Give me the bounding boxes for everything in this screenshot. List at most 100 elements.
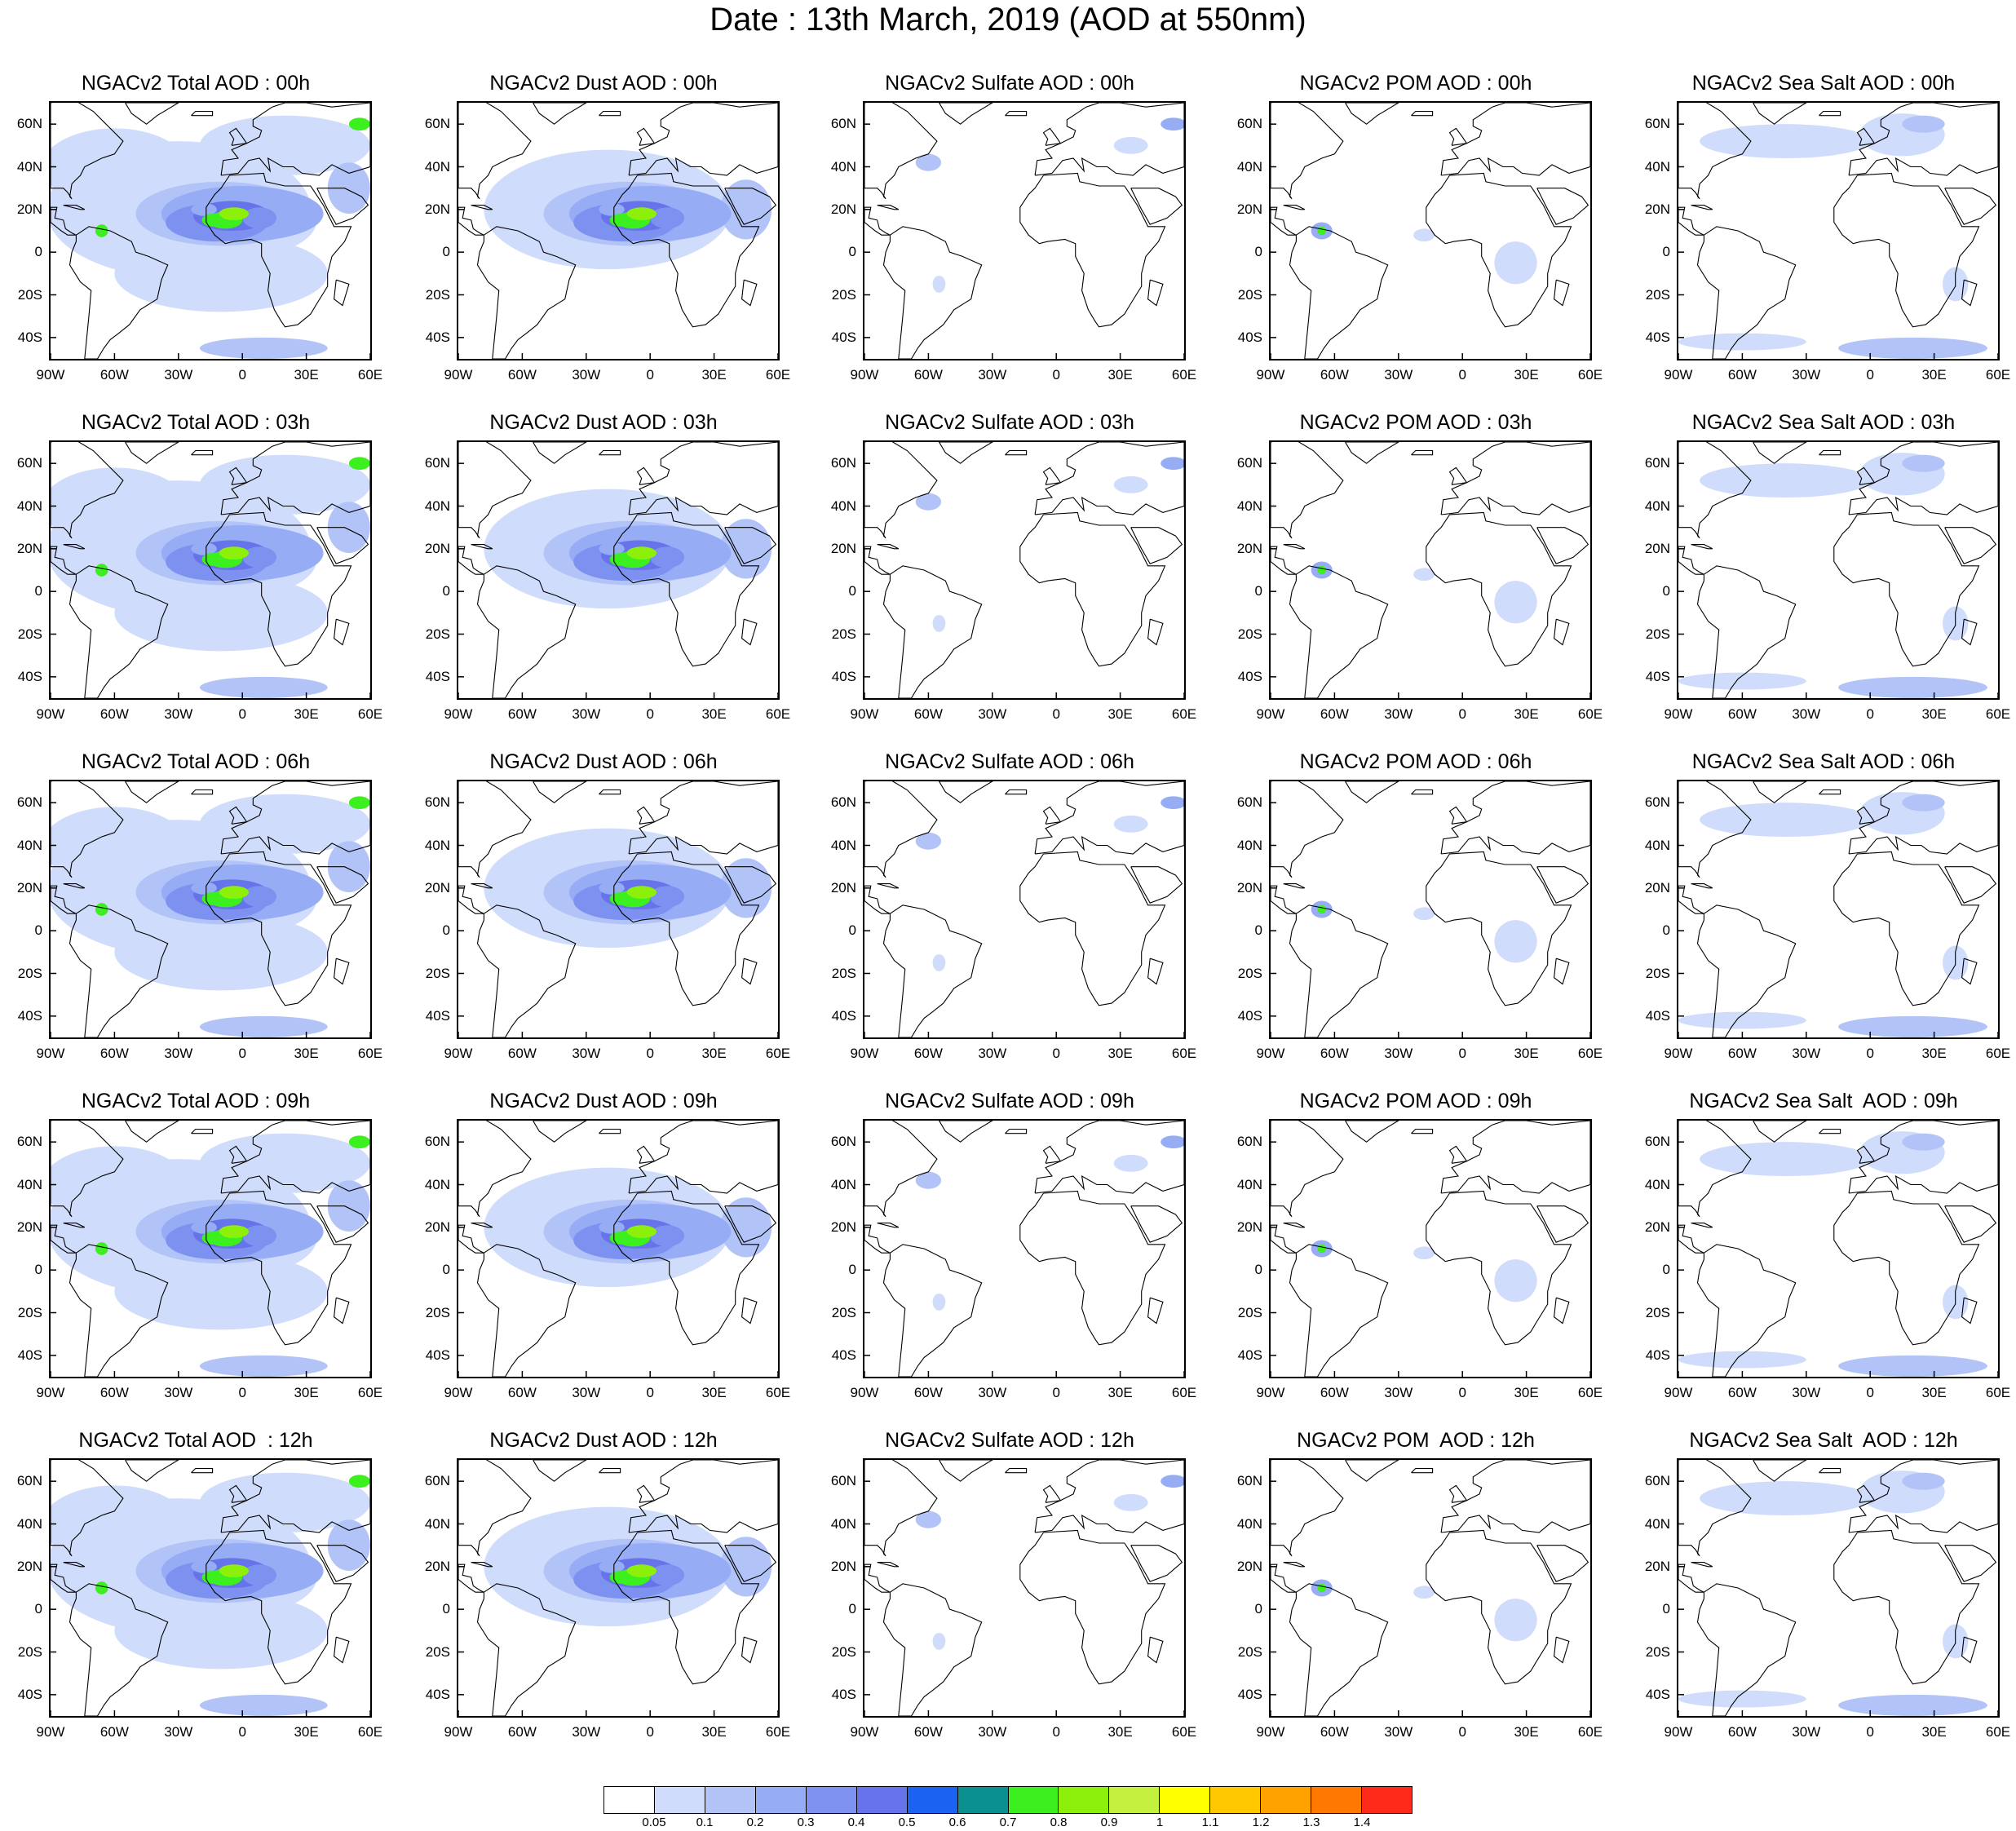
lon-label: 30E xyxy=(1107,1385,1133,1400)
coastline xyxy=(864,1121,938,1218)
coastline xyxy=(1691,544,1713,550)
lat-label: 0 xyxy=(442,244,450,260)
coastline xyxy=(613,511,760,667)
lat-label: 60N xyxy=(1644,116,1670,132)
coastline xyxy=(1345,103,1399,125)
lat-label: 20S xyxy=(425,626,450,642)
coastline xyxy=(125,781,179,803)
lon-label: 90W xyxy=(850,706,879,722)
coastline xyxy=(1753,1121,1807,1143)
lat-label: 0 xyxy=(848,583,856,599)
lat-label: 20S xyxy=(425,1643,450,1660)
panel-title: NGACv2 Sulfate AOD : 03h xyxy=(885,411,1134,434)
lon-label: 60E xyxy=(765,706,791,722)
lat-label: 40S xyxy=(1645,668,1670,684)
coastline xyxy=(1289,565,1389,698)
coastline xyxy=(1130,1545,1183,1582)
aod-field-blob xyxy=(599,1220,625,1234)
lon-label: 30W xyxy=(164,1046,193,1061)
map-plot-area xyxy=(1269,101,1592,360)
lat-label: 0 xyxy=(442,1262,450,1278)
coastline xyxy=(1426,172,1572,328)
lat-label: 0 xyxy=(442,1601,450,1617)
lat-label: 20N xyxy=(1236,540,1262,556)
colorbar-label: 0.4 xyxy=(847,1816,865,1829)
panel-title: NGACv2 Sulfate AOD : 09h xyxy=(885,1090,1134,1112)
coastline xyxy=(51,781,124,878)
lat-label: 20S xyxy=(17,286,42,303)
map-panel-pom-09h: NGACv2 POM AOD : 09h 60N 40N 20N 0 20S 40S 90W 6… xyxy=(1220,1088,1628,1422)
coastline xyxy=(1554,618,1570,646)
aod-colorbar xyxy=(603,1786,1413,1814)
map-svg xyxy=(1271,103,1590,359)
lat-label: 0 xyxy=(848,1601,856,1617)
coastline xyxy=(1283,544,1306,550)
coastline xyxy=(533,1460,587,1482)
aod-field-blob xyxy=(199,1133,370,1193)
coastline xyxy=(51,206,77,236)
aod-field-blob xyxy=(219,1564,250,1577)
coastline xyxy=(864,206,891,236)
aod-field-blob xyxy=(1838,1694,1987,1716)
lon-label: 90W xyxy=(36,367,65,383)
coastline xyxy=(628,442,778,515)
lon-label: 0 xyxy=(1866,1385,1874,1400)
aod-field-blob xyxy=(626,886,657,899)
map-plot-area xyxy=(49,780,372,1039)
coastline xyxy=(939,1121,993,1143)
lon-label: 0 xyxy=(646,1724,654,1740)
map-plot-area xyxy=(49,101,372,360)
coastline xyxy=(1042,467,1062,485)
coastline xyxy=(636,127,656,146)
colorbar-swatch xyxy=(1059,1787,1110,1813)
coastline xyxy=(1271,442,1344,539)
aod-field-blob xyxy=(327,162,370,215)
lon-label: 0 xyxy=(646,1385,654,1400)
aod-field-blob xyxy=(95,1242,108,1255)
coastline xyxy=(599,449,621,456)
lat-label: 20S xyxy=(1645,626,1670,642)
aod-field-blob xyxy=(915,493,942,511)
lat-label: 60N xyxy=(1236,794,1262,811)
coastline xyxy=(877,1562,900,1568)
lat-label: 40S xyxy=(1237,1347,1262,1363)
lon-label: 60E xyxy=(1171,367,1197,383)
aod-field-blob xyxy=(1161,457,1184,471)
lat-label: 20S xyxy=(1237,965,1262,981)
aod-field-blob xyxy=(95,224,108,237)
lat-label: 20N xyxy=(1236,1218,1262,1235)
coastline xyxy=(1536,1205,1589,1243)
coastline xyxy=(1848,103,1998,176)
coastline xyxy=(864,885,891,914)
coastline xyxy=(458,1121,532,1218)
coastline xyxy=(1019,1190,1166,1346)
map-panel-pom-00h: NGACv2 POM AOD : 00h 60N 40N 20N 0 20S 40S 90W 6… xyxy=(1220,70,1628,405)
lat-label: 40S xyxy=(425,1686,450,1702)
aod-field-blob xyxy=(95,564,108,577)
aod-field-blob xyxy=(1413,907,1435,921)
panel-title: NGACv2 Sulfate AOD : 06h xyxy=(885,750,1134,773)
panel-title: NGACv2 Sulfate AOD : 12h xyxy=(885,1429,1134,1452)
aod-field-blob xyxy=(1838,337,1987,359)
coastline xyxy=(1961,958,1978,985)
coastline xyxy=(1440,103,1590,176)
lon-label: 90W xyxy=(850,1724,879,1740)
lon-label: 30W xyxy=(164,706,193,722)
coastline xyxy=(1691,883,1713,889)
lat-label: 0 xyxy=(1662,1601,1670,1617)
aod-field-blob xyxy=(242,886,277,908)
aod-field-blob xyxy=(720,179,772,240)
coastline xyxy=(1042,806,1062,825)
coastline xyxy=(1833,1190,1980,1346)
lat-label: 20N xyxy=(830,1218,856,1235)
coastline xyxy=(1678,1121,1752,1218)
lon-label: 90W xyxy=(1256,1046,1285,1061)
lat-label: 60N xyxy=(16,1134,42,1150)
coastline xyxy=(1753,442,1807,464)
lat-label: 40S xyxy=(425,1007,450,1024)
coastline xyxy=(63,1223,86,1228)
lat-label: 40S xyxy=(17,1007,42,1024)
lon-label: 0 xyxy=(1458,367,1466,383)
coastline xyxy=(1819,449,1841,456)
map-svg xyxy=(864,781,1184,1037)
